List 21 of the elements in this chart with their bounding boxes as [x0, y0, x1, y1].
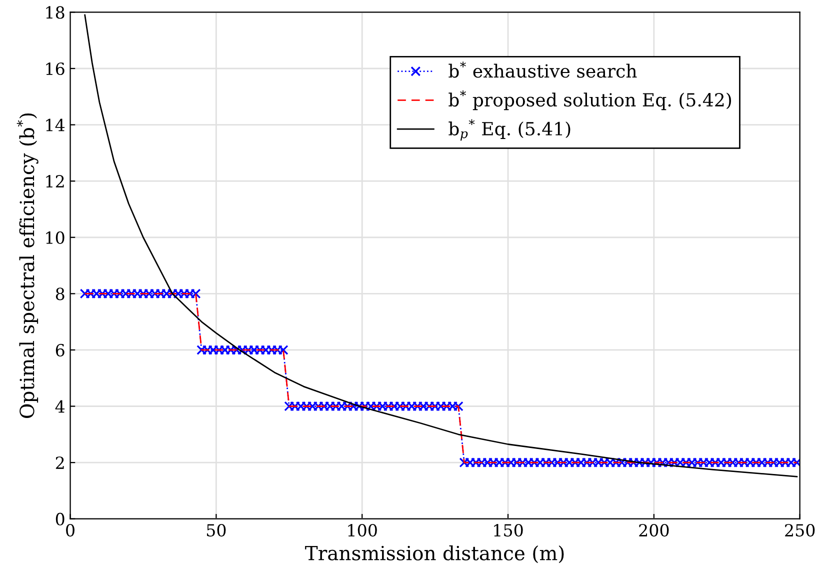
- legend-label: b$^{*}$ exhaustive search: [448, 62, 637, 78]
- y-tick-label: 8: [56, 288, 64, 300]
- y-tick-label: 14: [46, 118, 65, 132]
- y-axis-title: Optimal spectral efficiency (b$^{*}$): [16, 113, 38, 418]
- x-tick-label: 200: [639, 524, 669, 537]
- legend-label: b$_{p}$$^{*}$ Eq. (5.41): [448, 119, 570, 141]
- y-tick-label: 6: [56, 344, 64, 357]
- legend-label: b$^{*}$ proposed solution Eq. (5.42): [448, 90, 732, 110]
- x-tick-label: 50: [206, 524, 226, 537]
- x-axis-title: Transmission distance (m): [305, 545, 564, 564]
- y-tick-label: 10: [46, 231, 64, 244]
- y-tick-label: 0: [56, 512, 64, 526]
- x-tick-label: 0: [66, 524, 74, 537]
- y-tick-label: 16: [46, 62, 64, 76]
- y-tick-label: 12: [46, 175, 64, 188]
- y-tick-label: 4: [55, 400, 65, 413]
- y-tick-label: 2: [56, 456, 64, 469]
- y-tick-label: 18: [46, 6, 64, 19]
- x-tick-label: 250: [785, 524, 815, 537]
- x-tick-label: 100: [348, 524, 377, 537]
- x-tick-label: 150: [494, 524, 523, 537]
